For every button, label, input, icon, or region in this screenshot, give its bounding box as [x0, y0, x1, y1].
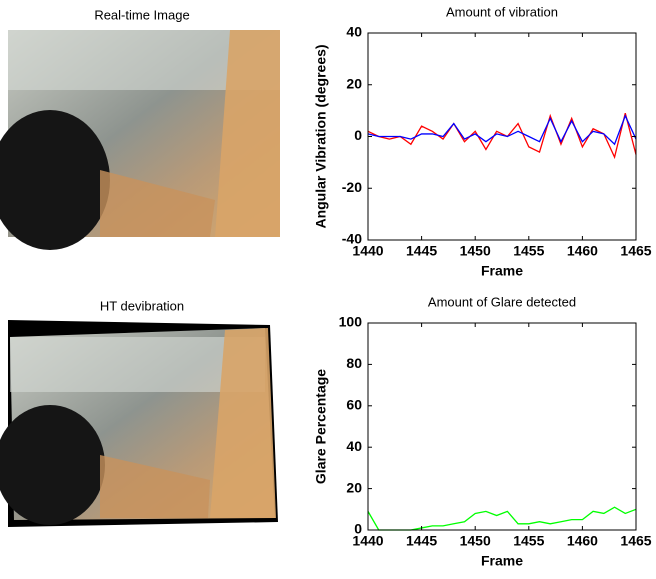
x-tick-label: 1450: [460, 243, 491, 259]
y-tick-label: -20: [342, 179, 362, 195]
plot-area: [368, 33, 636, 240]
x-axis-label: Frame: [481, 263, 523, 279]
x-tick-label: 1440: [352, 243, 383, 259]
y-tick-label: 20: [346, 479, 362, 495]
x-tick-label: 1465: [620, 533, 651, 549]
x-axis-label: Frame: [481, 553, 523, 569]
axes-box: [367, 322, 637, 531]
y-tick-label: 40: [346, 24, 362, 40]
x-tick-label: 1465: [620, 243, 651, 259]
x-tick-label: 1445: [406, 243, 437, 259]
data-line: [367, 114, 637, 146]
y-tick-label: 20: [346, 75, 362, 91]
x-tick-label: 1440: [352, 533, 383, 549]
x-tick-label: 1445: [406, 533, 437, 549]
y-tick-label: 80: [346, 355, 362, 371]
image-title: Real-time Image: [94, 7, 189, 22]
y-axis-label: Angular Vibration (degrees): [313, 44, 329, 228]
y-tick-label: 100: [339, 314, 363, 330]
data-line: [367, 113, 637, 160]
y-tick-label: 0: [354, 521, 362, 537]
image: [0, 320, 278, 527]
x-tick-label: 1460: [567, 243, 598, 259]
y-tick-label: 40: [346, 438, 362, 454]
y-axis-label: Glare Percentage: [313, 369, 329, 484]
y-tick-label: -40: [342, 231, 362, 247]
x-tick-label: 1460: [567, 533, 598, 549]
x-tick-label: 1450: [460, 533, 491, 549]
image-title: HT devibration: [100, 298, 184, 313]
chart-title: Amount of Glare detected: [428, 294, 576, 309]
chart-title: Amount of vibration: [446, 4, 558, 19]
y-tick-label: 0: [354, 127, 362, 143]
y-tick-label: 60: [346, 397, 362, 413]
x-tick-label: 1455: [513, 533, 544, 549]
plot-area: [368, 323, 636, 530]
image: [0, 30, 280, 250]
x-tick-label: 1455: [513, 243, 544, 259]
